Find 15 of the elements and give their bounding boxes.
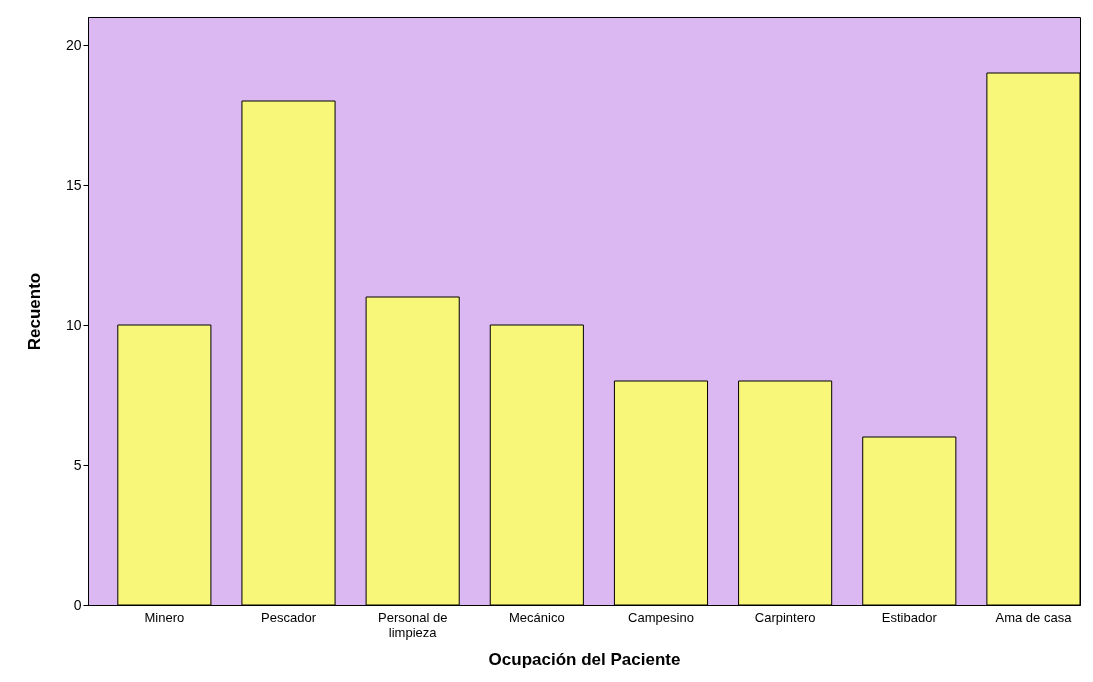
x-tick-label: Pescador [261,609,317,625]
x-tick-label: Mecánico [509,609,565,625]
y-tick-label: 5 [73,456,82,473]
x-tick-label: Estibador [881,609,938,625]
x-tick-label: Personal de limpieza [377,609,448,640]
x-tick-label: Ama de casa [995,609,1073,625]
y-tick-label: 20 [65,36,82,53]
y-axis-title: Recuento [24,272,44,351]
x-tick-label: Carpintero [754,609,816,625]
y-tick-label: 15 [65,176,82,193]
y-tick-label: 0 [73,596,82,613]
x-tick-label: Campesino [628,609,694,625]
y-tick-label: 10 [65,316,82,333]
x-tick-label: Minero [144,609,185,625]
x-axis-title: Ocupación del Paciente [488,649,681,669]
